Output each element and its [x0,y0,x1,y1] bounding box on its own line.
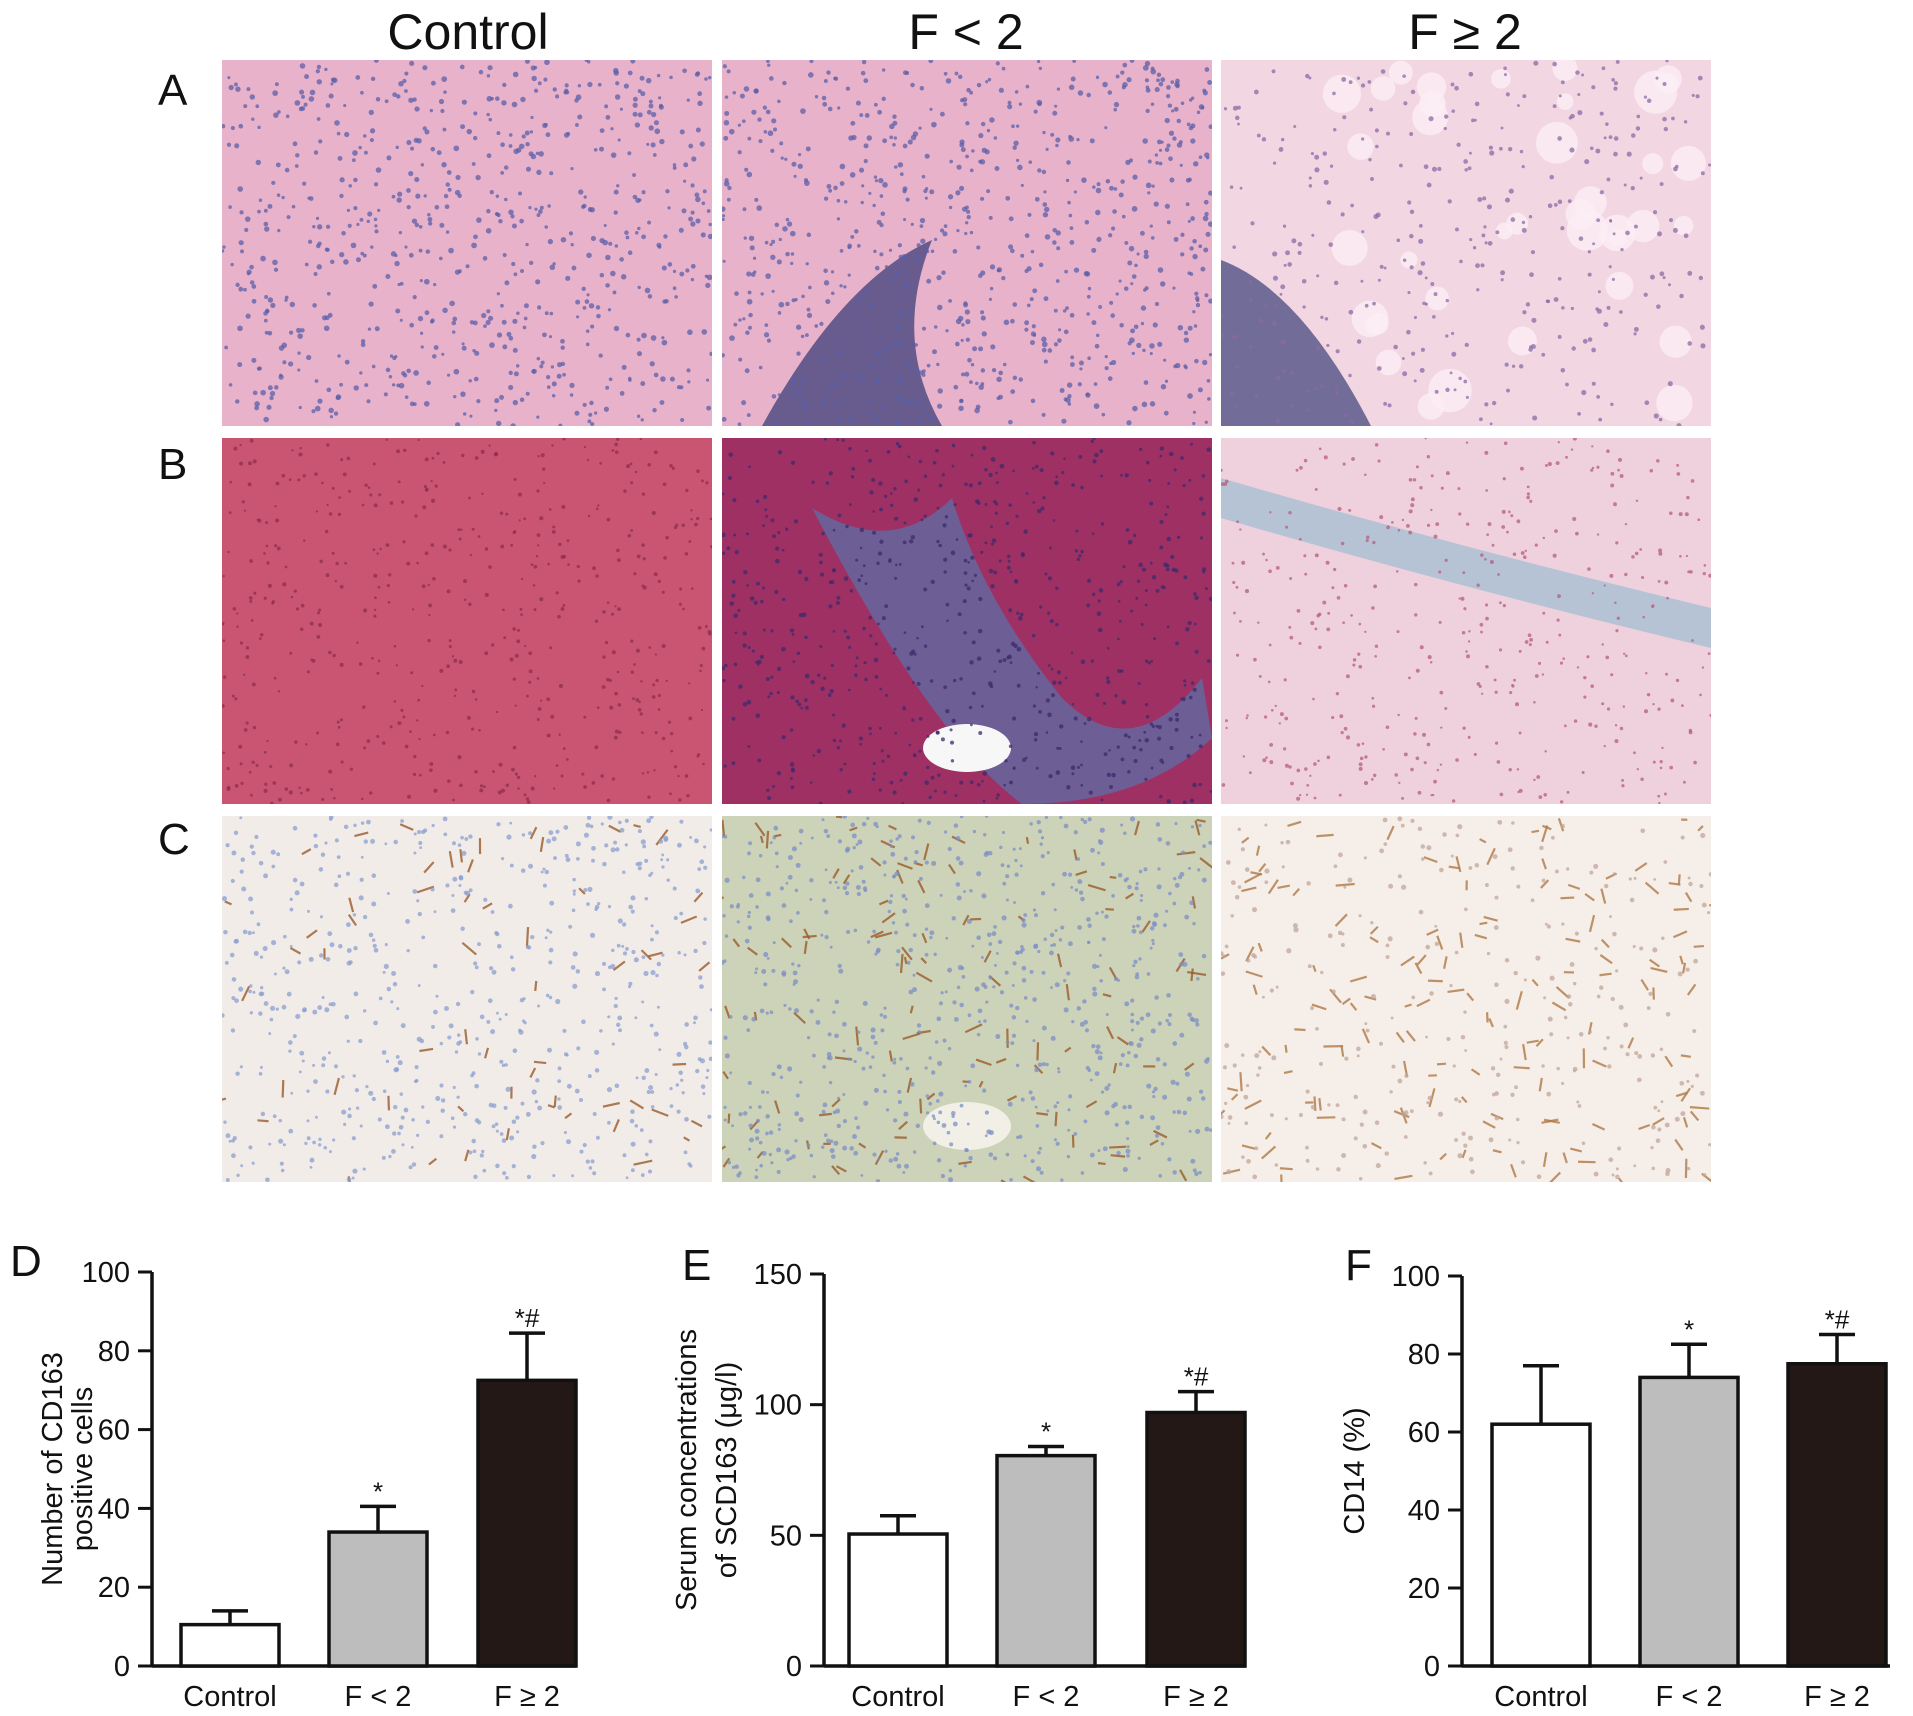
column-header-f-ge-2: F ≥ 2 [1408,4,1522,60]
y-tick-label: 150 [754,1259,802,1291]
micrograph-b-f-lt-2 [722,438,1212,804]
column-header-f-lt-2: F < 2 [908,4,1024,60]
x-tick-label-f-lt-2: F < 2 [1656,1681,1723,1713]
y-tick-label: 0 [1424,1651,1440,1683]
x-tick-label-f-ge-2: F ≥ 2 [494,1681,560,1713]
micrograph-c-f-lt-2 [722,816,1212,1182]
y-tick-label: 60 [1408,1417,1440,1449]
bar-f-lt-2 [995,1453,1097,1668]
bar-f-lt-2 [327,1530,429,1668]
x-tick-label-f-lt-2: F < 2 [1013,1681,1080,1713]
y-axis-label: Serum concentrations [671,1329,703,1611]
y-tick-label: 20 [98,1572,130,1604]
y-tick-label: 50 [770,1520,802,1552]
y-tick-label: 40 [98,1493,130,1525]
micrograph-b-control [222,438,712,804]
y-tick-label: 20 [1408,1573,1440,1605]
bar-control [179,1622,281,1668]
y-tick-label: 100 [1392,1261,1440,1293]
column-header-control: Control [387,4,549,60]
bar-f-ge-2 [476,1378,578,1668]
x-tick-label-f-ge-2: F ≥ 2 [1804,1681,1870,1713]
x-tick-label-f-lt-2: F < 2 [345,1681,412,1713]
bar-f-ge-2 [1786,1362,1888,1668]
y-tick-label: 80 [1408,1339,1440,1371]
panel-letter-d: D [10,1237,42,1286]
micrograph-b-f-ge-2 [1221,438,1711,804]
chart-f: F 0 20 40 60 80 100 CD14 (%) Control * F < 2 *# F ≥ … [1339,1241,1890,1713]
y-tick-label: 100 [82,1257,130,1289]
x-tick-label-f-ge-2: F ≥ 2 [1163,1681,1229,1713]
y-tick-label: 80 [98,1336,130,1368]
row-label-a: A [158,66,188,115]
micrograph-a-control [222,60,712,426]
y-axis-label: CD14 (%) [1339,1407,1371,1534]
bar-control [1490,1422,1592,1668]
y-tick-label: 0 [786,1651,802,1683]
chart-e: E 0 50 100 150 Serum concentrations of SCD163 … [671,1241,1247,1713]
x-tick-label-control: Control [1494,1681,1588,1713]
x-tick-label-control: Control [183,1681,277,1713]
row-label-c: C [158,815,190,864]
y-tick-label: 60 [98,1415,130,1447]
bar-f-ge-2 [1145,1410,1247,1668]
y-axis-label: of SCD163 (μg/l) [711,1362,743,1579]
micrograph-a-f-ge-2 [1221,60,1711,426]
y-axis-label: Number of CD163 [37,1352,69,1586]
y-axis-label: positive cells [67,1387,99,1551]
significance-f-ge-2: *# [515,1303,540,1333]
significance-f-ge-2: *# [1825,1305,1850,1335]
significance-f-lt-2: * [1684,1314,1694,1344]
panel-letter-e: E [682,1241,711,1290]
significance-f-lt-2: * [373,1476,383,1506]
bar-control [847,1532,949,1668]
significance-f-lt-2: * [1041,1416,1051,1446]
y-tick-label: 40 [1408,1495,1440,1527]
micrograph-c-f-ge-2 [1221,816,1711,1182]
micrograph-c-control [222,816,712,1182]
row-label-b: B [158,440,188,489]
significance-f-ge-2: *# [1184,1362,1209,1392]
panel-letter-f: F [1345,1241,1372,1290]
x-tick-label-control: Control [851,1681,945,1713]
micrograph-a-f-lt-2 [722,60,1212,426]
y-tick-label: 100 [754,1390,802,1422]
y-tick-label: 0 [114,1651,130,1683]
bar-f-lt-2 [1638,1375,1740,1668]
